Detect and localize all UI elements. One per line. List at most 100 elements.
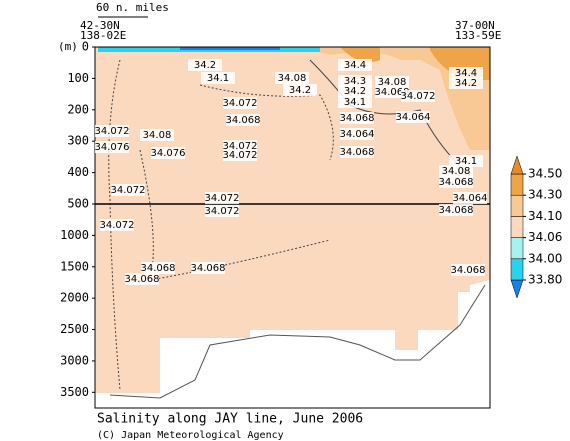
contour-label-bg: [340, 146, 374, 158]
colorbar-label: 34.10: [528, 209, 562, 223]
contour-label: 34.064: [396, 112, 431, 123]
contour-label-bg: [451, 264, 485, 276]
contour-label: 34.064: [453, 193, 488, 204]
contour-label: 34.068: [340, 147, 375, 158]
contour-label: 34.072: [223, 98, 258, 109]
contour-label: 34.072: [100, 220, 135, 231]
y-tick-label: 2500: [60, 322, 89, 336]
y-tick-label: 400: [67, 165, 89, 179]
plot-frame: [94, 46, 491, 409]
contour-label: 34.072: [223, 150, 258, 161]
y-tick-label: 300: [67, 134, 89, 148]
y-axis-label: (m): [58, 40, 78, 53]
contour-label: 34.1: [455, 156, 477, 167]
contour-label-bg: [449, 155, 483, 167]
contour-label-bg: [375, 86, 409, 98]
contour-label: 34.068: [439, 177, 474, 188]
contour-label: 34.1: [344, 97, 366, 108]
contour-label-bg: [338, 59, 372, 71]
y-tick-label: 200: [67, 102, 89, 116]
contour-label: 34.072: [205, 193, 240, 204]
contour-label-bg: [453, 192, 487, 204]
colorbar-extension: [510, 279, 524, 299]
colorbar-label: 34.30: [528, 188, 562, 202]
credit: (C) Japan Meteorological Agency: [97, 430, 284, 441]
seafloor-mask: [95, 280, 490, 408]
contour-label-bg: [275, 72, 309, 84]
contour-label-bg: [111, 184, 145, 196]
contour-label-bg: [338, 96, 372, 108]
contour-label-bg: [439, 204, 473, 216]
contour-label: 34.1: [207, 73, 229, 84]
contour-label: 34.072: [205, 206, 240, 217]
contour-label-bg: [338, 85, 372, 97]
contour-line: [309, 59, 471, 176]
colorbar-segment: [510, 216, 524, 238]
contour-label-bg: [205, 205, 239, 217]
contour-label: 34.072: [111, 185, 146, 196]
contour-line: [199, 84, 334, 161]
contour-label: 34.068: [439, 205, 474, 216]
contour-label: 34.068: [340, 113, 375, 124]
y-tick-label: 0: [82, 40, 89, 54]
contour-label-bg: [449, 67, 483, 79]
colorbar-label: 34.50: [528, 167, 562, 181]
contour-label: 34.068: [451, 265, 486, 276]
bottom-topography: [109, 284, 486, 399]
contour-label: 34.076: [95, 142, 130, 153]
contour-label-bg: [283, 84, 317, 96]
contour-label-bg: [449, 77, 483, 89]
contour-label-bg: [223, 149, 257, 161]
contour-label: 34.2: [289, 85, 311, 96]
contour-label: 34.064: [340, 129, 375, 140]
contour-label: 34.068: [191, 263, 226, 274]
salinity-patch: [340, 47, 380, 63]
y-tick-label: 1500: [60, 259, 89, 273]
contour-label: 34.08: [278, 73, 307, 84]
contour-line: [108, 59, 121, 391]
colorbar-label: 33.80: [528, 273, 562, 287]
contour-label: 34.068: [226, 115, 261, 126]
salinity-patch: [180, 47, 280, 50]
colorbar-extension: [510, 155, 524, 175]
contour-label-bg: [439, 176, 473, 188]
contour-label: 34.08: [143, 130, 172, 141]
contour-label-bg: [141, 262, 175, 274]
contour-label: 34.4: [455, 68, 477, 79]
contour-label-bg: [201, 72, 235, 84]
contour-label: 34.068: [375, 87, 410, 98]
contour-label-bg: [95, 125, 129, 137]
contour-label-bg: [223, 97, 257, 109]
contour-label: 34.072: [95, 126, 130, 137]
contour-label: 34.072: [401, 91, 436, 102]
contour-label: 34.08: [378, 77, 407, 88]
contour-label: 34.4: [344, 60, 366, 71]
contour-label-bg: [375, 76, 409, 88]
colorbar-label: 34.06: [528, 230, 562, 244]
contour-label-bg: [226, 114, 260, 126]
station-label: 133-59E: [455, 29, 501, 42]
contour-label-bg: [100, 219, 134, 231]
colorbar-label: 34.00: [528, 251, 562, 265]
contour-label-bg: [340, 112, 374, 124]
contour-label: 34.072: [223, 141, 258, 152]
contour-label: 34.08: [442, 166, 471, 177]
station-label: 37-00N: [455, 19, 495, 32]
salinity-patch: [300, 47, 490, 150]
colorbar-segment: [510, 237, 524, 260]
contour-label-bg: [151, 147, 185, 159]
colorbar-segment: [510, 173, 524, 196]
contour-label-bg: [439, 165, 473, 177]
contour-label: 34.2: [194, 60, 216, 71]
contour-label-bg: [205, 192, 239, 204]
contour-label-bg: [401, 90, 435, 102]
contour-label: 34.2: [344, 86, 366, 97]
contour-label-bg: [191, 262, 225, 274]
y-tick-label: 500: [67, 197, 89, 211]
y-tick-label: 1000: [60, 228, 89, 242]
colorbar-segment: [510, 258, 524, 281]
contour-label-bg: [188, 59, 222, 71]
y-tick-label: 100: [67, 71, 89, 85]
contour-label: 34.068: [141, 263, 176, 274]
